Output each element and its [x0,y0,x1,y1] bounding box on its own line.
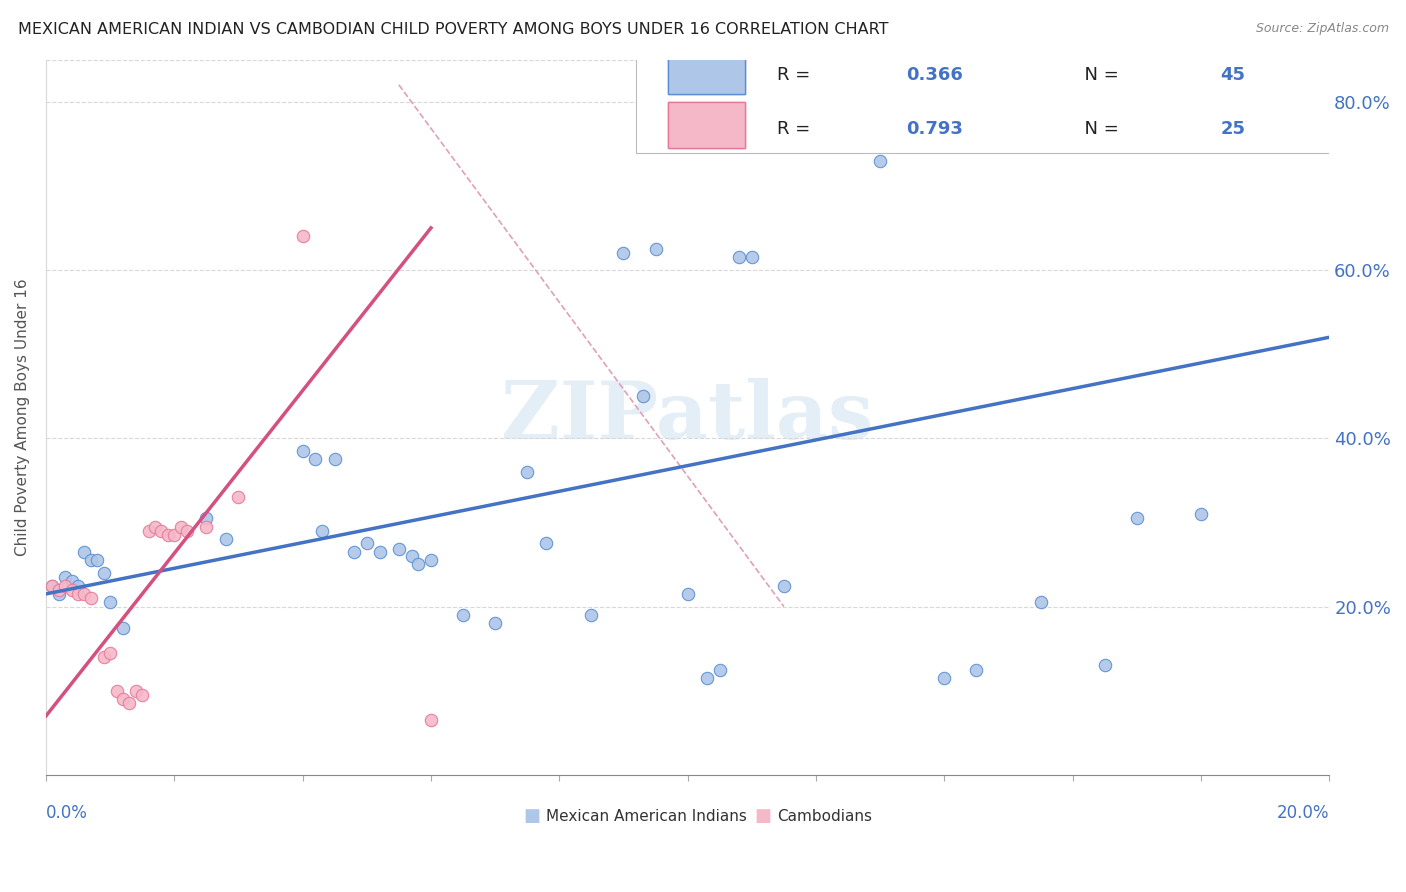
Text: ■: ■ [754,807,770,825]
Point [111,621,134,635]
Point [111,692,134,706]
Point [631,389,654,403]
Text: 45: 45 [1220,66,1246,84]
Text: 0.0%: 0.0% [46,804,87,822]
Point [73,587,96,601]
Point [536,536,558,550]
Point [1029,595,1052,609]
Point [773,578,796,592]
Point [388,542,411,557]
Point [1094,658,1116,673]
Text: MEXICAN AMERICAN INDIAN VS CAMBODIAN CHILD POVERTY AMONG BOYS UNDER 16 CORRELATI: MEXICAN AMERICAN INDIAN VS CAMBODIAN CHI… [18,22,889,37]
Point [73,545,96,559]
Text: 0.366: 0.366 [905,66,963,84]
Point [323,452,346,467]
Point [304,452,326,467]
Y-axis label: Child Poverty Among Boys Under 16: Child Poverty Among Boys Under 16 [15,278,30,556]
Point [98,595,121,609]
Point [676,587,699,601]
Point [163,528,186,542]
Point [67,578,90,592]
Point [581,607,603,622]
Point [451,607,474,622]
Point [41,578,63,592]
Point [965,663,987,677]
Text: Source: ZipAtlas.com: Source: ZipAtlas.com [1256,22,1389,36]
Point [195,511,218,525]
Point [311,524,333,538]
Point [401,549,423,563]
Point [80,591,103,606]
Point [98,646,121,660]
Point [48,582,70,597]
Point [105,683,128,698]
Text: N =: N = [1073,66,1125,84]
Point [53,578,76,592]
Point [143,519,166,533]
Point [741,250,763,264]
Text: ZIPatlas: ZIPatlas [502,378,873,456]
Point [228,490,250,504]
Point [80,553,103,567]
Point [291,443,314,458]
Point [60,582,83,597]
Point [644,242,666,256]
Point [67,587,90,601]
Text: R =: R = [778,120,817,138]
FancyBboxPatch shape [637,39,1374,153]
Point [291,229,314,244]
Text: 0.793: 0.793 [905,120,963,138]
FancyBboxPatch shape [668,102,745,148]
Point [728,250,751,264]
Point [214,533,236,547]
Point [93,650,115,665]
Text: Mexican American Indians: Mexican American Indians [547,809,748,824]
Point [125,683,148,698]
Point [1189,507,1212,521]
Point [516,465,538,479]
Point [420,713,443,727]
Text: N =: N = [1073,120,1125,138]
Text: 20.0%: 20.0% [1277,804,1329,822]
Text: ■: ■ [523,807,540,825]
Point [176,524,198,538]
FancyBboxPatch shape [668,47,745,94]
Point [356,536,378,550]
Point [156,528,179,542]
Point [869,153,891,168]
Text: R =: R = [778,66,817,84]
Point [934,671,956,685]
Point [138,524,160,538]
Point [195,519,218,533]
Point [86,553,108,567]
Point [170,519,193,533]
Point [150,524,173,538]
Text: 25: 25 [1220,120,1246,138]
Point [41,578,63,592]
FancyBboxPatch shape [668,47,745,94]
Point [60,574,83,589]
Point [709,663,731,677]
Point [1126,511,1149,525]
Point [368,545,391,559]
Point [406,558,429,572]
Point [48,587,70,601]
Point [696,671,718,685]
Point [118,696,141,710]
Point [612,246,634,260]
Point [131,688,153,702]
Point [343,545,366,559]
FancyBboxPatch shape [668,102,745,148]
Point [93,566,115,580]
Point [484,616,506,631]
Point [53,570,76,584]
Point [420,553,443,567]
Text: Cambodians: Cambodians [778,809,873,824]
